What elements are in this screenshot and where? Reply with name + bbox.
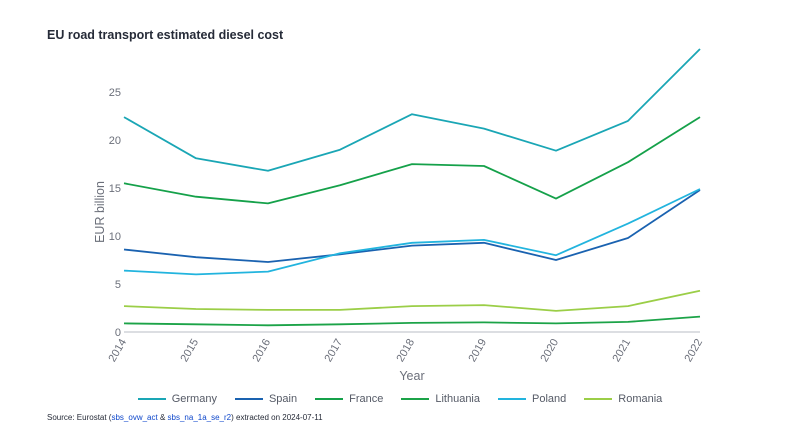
series-line-france [123,116,701,205]
x-tick-label: 2022 [682,337,705,364]
series-line-romania [123,289,701,312]
y-axis-label: EUR billion [93,181,107,243]
y-tick-label: 25 [109,87,121,99]
x-tick-label: 2016 [250,337,273,364]
legend-swatch [315,398,344,400]
legend-item-romania[interactable]: Romania [584,393,662,405]
legend-swatch [498,398,526,400]
y-tick-label: 0 [115,327,121,339]
legend-item-spain[interactable]: Spain [234,393,298,405]
series-line-lithuania [123,315,701,327]
legend-item-poland[interactable]: Poland [498,393,566,405]
source-link-sbs-ovw-act[interactable]: sbs_ovw_act [111,413,158,422]
x-tick-label: 2019 [466,337,489,364]
source-note: Source: Eurostat (sbs_ovw_act & sbs_na_1… [47,413,323,422]
source-link-sbs-na-1a-se-r2[interactable]: sbs_na_1a_se_r2 [167,413,232,422]
x-tick-label: 2021 [610,337,633,364]
legend-label: France [349,393,384,405]
y-tick-labels: 0 5 10 15 20 25 [109,87,121,339]
series-line-germany [123,48,701,172]
source-suffix: ) extracted on 2024-07-11 [231,413,323,422]
legend-swatch [137,398,166,400]
x-tick-label: 2018 [394,337,417,364]
series-line-poland [123,188,701,276]
legend-swatch [234,398,263,400]
x-axis-label: Year [399,369,424,383]
source-amp: & [157,413,168,422]
x-tick-label: 2015 [178,337,201,364]
legend-label: Romania [618,393,663,405]
legend-label: Spain [268,393,298,405]
legend-label: Lithuania [435,393,480,405]
x-tick-labels: 2014 2015 2016 2017 2018 2019 2020 2021 2022 [106,337,705,364]
source-prefix: Source: Eurostat ( [47,413,112,422]
series-lines [123,48,701,327]
x-tick-label: 2017 [322,337,345,364]
chart-title: EU road transport estimated diesel cost [47,28,284,42]
legend-swatch [584,398,613,400]
legend-label: Germany [171,393,217,405]
legend-item-germany[interactable]: Germany [137,393,217,405]
series-line-spain [123,189,701,263]
legend-swatch [401,398,430,400]
x-tick-label: 2014 [106,337,129,364]
x-tick-label: 2020 [538,337,561,364]
legend: Germany Spain France Lithuania Poland Romania [0,393,800,405]
y-tick-label: 10 [109,231,121,243]
y-tick-label: 15 [109,183,121,195]
y-tick-label: 20 [109,135,121,147]
legend-item-france[interactable]: France [315,393,383,405]
y-tick-label: 5 [115,279,121,291]
legend-item-lithuania[interactable]: Lithuania [401,393,480,405]
legend-label: Poland [532,393,567,405]
